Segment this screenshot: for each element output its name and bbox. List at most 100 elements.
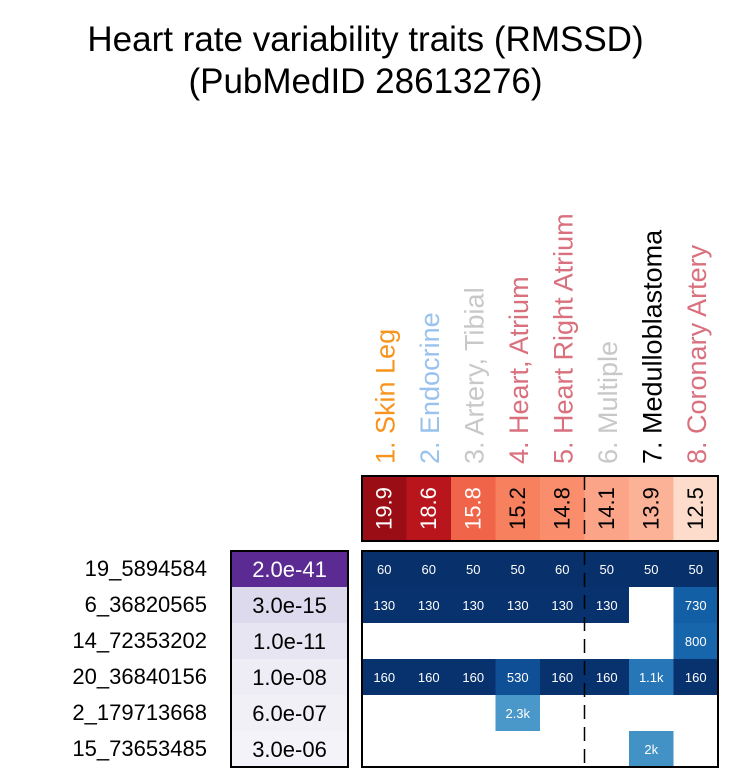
score-cell bbox=[540, 476, 585, 541]
heatmap-cell bbox=[584, 587, 629, 623]
cell-label: 50 bbox=[644, 562, 658, 577]
pvalue-cell bbox=[231, 551, 348, 587]
heatmap-cell bbox=[673, 623, 718, 659]
cell-label: 1.1k bbox=[639, 670, 664, 685]
cell-label: 160 bbox=[596, 670, 618, 685]
heatmap-cell bbox=[406, 659, 451, 695]
heatmap-border bbox=[361, 550, 719, 768]
cell-label: 130 bbox=[462, 598, 484, 613]
score-label: 15.8 bbox=[460, 487, 485, 530]
cell-label: 160 bbox=[685, 670, 707, 685]
heatmap-cell bbox=[629, 551, 674, 587]
heatmap-cell bbox=[406, 551, 451, 587]
tissue-label: 4. Heart, Atrium bbox=[504, 276, 534, 464]
pvalue-cell bbox=[231, 623, 348, 659]
variant-id: 6_36820565 bbox=[85, 592, 207, 617]
cell-label: 2k bbox=[644, 742, 658, 757]
heatmap-cell bbox=[495, 587, 540, 623]
pvalue-label: 6.0e-07 bbox=[252, 701, 327, 726]
score-label: 13.9 bbox=[638, 487, 663, 530]
chart-subtitle: (PubMedID 28613276) bbox=[188, 62, 543, 101]
cell-label: 60 bbox=[377, 562, 391, 577]
pvalue-label: 1.0e-11 bbox=[253, 629, 326, 654]
cell-label: 50 bbox=[600, 562, 614, 577]
heatmap-cell bbox=[629, 731, 674, 767]
heatmap-cell bbox=[629, 659, 674, 695]
heatmap-cell bbox=[584, 659, 629, 695]
score-cell bbox=[495, 476, 540, 541]
heatmap-cell bbox=[451, 659, 496, 695]
heatmap-cell bbox=[451, 587, 496, 623]
heatmap-cell bbox=[495, 551, 540, 587]
chart-title: Heart rate variability traits (RMSSD) bbox=[87, 20, 644, 59]
pvalue-label: 1.0e-08 bbox=[252, 665, 327, 690]
heatmap-cell bbox=[362, 551, 407, 587]
cell-label: 130 bbox=[596, 598, 618, 613]
heatmap-cell bbox=[540, 587, 585, 623]
score-cell bbox=[629, 476, 674, 541]
cell-label: 160 bbox=[418, 670, 440, 685]
heatmap-cell bbox=[540, 659, 585, 695]
cell-label: 50 bbox=[466, 562, 480, 577]
tissue-label: 2. Endocrine bbox=[415, 312, 445, 464]
cell-label: 130 bbox=[418, 598, 440, 613]
score-strip-border bbox=[361, 475, 719, 542]
tissue-label: 7. Medulloblastoma bbox=[637, 229, 667, 464]
heatmap-cell bbox=[540, 551, 585, 587]
cell-label: 50 bbox=[511, 562, 525, 577]
cell-label: 2.3k bbox=[505, 706, 530, 721]
heatmap-cell bbox=[451, 551, 496, 587]
heatmap-cell bbox=[584, 551, 629, 587]
cell-label: 130 bbox=[551, 598, 573, 613]
score-label: 15.2 bbox=[505, 487, 530, 530]
heatmap-cell bbox=[406, 587, 451, 623]
heatmap-cell bbox=[495, 695, 540, 731]
heatmap-cell bbox=[673, 659, 718, 695]
pvalue-label: 3.0e-15 bbox=[252, 593, 327, 618]
cell-label: 530 bbox=[507, 670, 529, 685]
cell-label: 800 bbox=[685, 634, 707, 649]
heatmap-cell bbox=[362, 659, 407, 695]
variant-id: 14_72353202 bbox=[72, 628, 207, 653]
score-label: 18.6 bbox=[416, 487, 441, 530]
cell-label: 50 bbox=[689, 562, 703, 577]
tissue-label: 1. Skin Leg bbox=[370, 329, 400, 464]
score-cell bbox=[362, 476, 407, 541]
pvalue-border bbox=[230, 550, 349, 768]
heatmap-cell bbox=[495, 659, 540, 695]
cell-label: 160 bbox=[551, 670, 573, 685]
variant-id: 19_5894584 bbox=[85, 556, 207, 581]
pvalue-label: 2.0e-41 bbox=[252, 557, 327, 582]
pvalue-label: 3.0e-06 bbox=[252, 737, 327, 762]
variant-id: 20_36840156 bbox=[72, 664, 207, 689]
cell-label: 130 bbox=[373, 598, 395, 613]
heatmap-cell bbox=[362, 587, 407, 623]
heatmap-cell bbox=[673, 551, 718, 587]
tissue-label: 5. Heart Right Atrium bbox=[548, 213, 578, 464]
score-label: 19.9 bbox=[371, 487, 396, 530]
score-label: 12.5 bbox=[683, 487, 708, 530]
score-cell bbox=[584, 476, 629, 541]
variant-id: 15_73653485 bbox=[72, 736, 207, 761]
pvalue-cell bbox=[231, 587, 348, 623]
heatmap-cell bbox=[673, 587, 718, 623]
score-cell bbox=[406, 476, 451, 541]
pvalue-cell bbox=[231, 695, 348, 731]
cell-label: 160 bbox=[373, 670, 395, 685]
pvalue-cell bbox=[231, 731, 348, 767]
tissue-label: 3. Artery, Tibial bbox=[459, 287, 489, 464]
tissue-label: 6. Multiple bbox=[593, 341, 623, 464]
tissue-label: 8. Coronary Artery bbox=[682, 244, 712, 464]
score-cell bbox=[451, 476, 496, 541]
score-label: 14.8 bbox=[549, 487, 574, 530]
pvalue-cell bbox=[231, 659, 348, 695]
score-cell bbox=[673, 476, 718, 541]
cell-label: 130 bbox=[507, 598, 529, 613]
variant-id: 2_179713668 bbox=[72, 700, 207, 725]
cell-label: 160 bbox=[462, 670, 484, 685]
score-label: 14.1 bbox=[594, 487, 619, 530]
cell-label: 60 bbox=[422, 562, 436, 577]
cell-label: 730 bbox=[685, 598, 707, 613]
cell-label: 60 bbox=[555, 562, 569, 577]
